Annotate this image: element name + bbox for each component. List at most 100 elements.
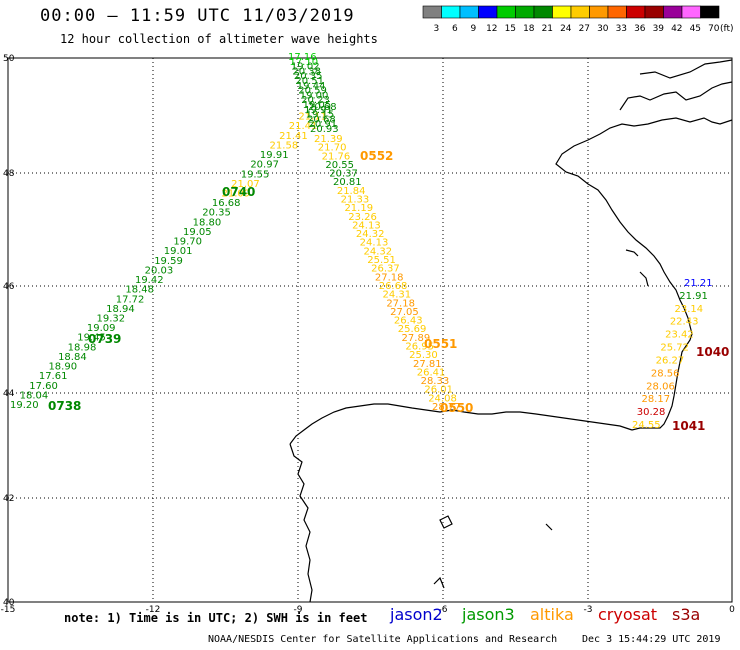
wave-height-reading: 16.68: [212, 198, 241, 209]
wave-height-reading: 17.72: [116, 294, 145, 305]
wave-height-reading: 20.68: [308, 102, 337, 113]
pass-time-label: 1040: [696, 345, 729, 359]
wave-height-reading: 22.43: [670, 317, 699, 328]
wave-height-reading: 17.16: [288, 52, 317, 63]
color-scale-label: 36: [634, 24, 646, 34]
color-scale-label: 70: [708, 24, 720, 34]
pass-time-label: 0739: [88, 332, 121, 346]
x-axis-tick-label: -6: [439, 605, 448, 615]
pass-time-label: 0551: [424, 337, 457, 351]
wave-height-reading: 23.26: [348, 212, 377, 223]
wave-height-reading: 27.05: [390, 307, 419, 318]
wave-height-reading: 26.41: [417, 367, 446, 378]
pass-time-label: 1041: [672, 419, 705, 433]
wave-height-reading: 18.80: [193, 217, 222, 228]
wave-height-reading: 20.91: [309, 119, 338, 130]
wave-height-reading: 20.37: [329, 169, 358, 180]
color-scale-label: 27: [579, 24, 590, 34]
wave-height-reading: 17.60: [29, 381, 58, 392]
wave-height-reading: 18.84: [58, 352, 87, 363]
wave-height-reading: 19.09: [87, 323, 116, 334]
color-scale-label: 15: [505, 24, 516, 34]
note-text: note: 1) Time is in UTC; 2) SWH is in fe…: [64, 611, 368, 625]
coastline-galicia-portugal: [289, 443, 313, 603]
y-axis-tick-label: 48: [3, 169, 15, 179]
y-axis-tick-label: 44: [3, 389, 15, 399]
wave-height-reading: 21.58: [270, 140, 299, 151]
wave-height-reading: 19.32: [97, 313, 126, 324]
color-scale-label: 30: [597, 24, 609, 34]
island-oleron: [639, 271, 649, 287]
wave-height-reading: 24.32: [363, 246, 392, 257]
wave-height-reading: 17.61: [39, 371, 68, 382]
satellite-legend-jason2: jason2: [390, 605, 443, 624]
satellite-legend-altika: altika: [530, 605, 574, 624]
pass-time-label: 0550: [440, 401, 473, 415]
satellite-legend-cryosat: cryosat: [598, 605, 658, 624]
wave-height-reading: 24.13: [352, 220, 381, 231]
wave-height-reading: 20.59: [298, 86, 327, 97]
wave-height-reading: 21.41: [289, 121, 318, 132]
wave-height-reading: 19.91: [260, 150, 289, 161]
wave-height-reading: 19.00: [300, 90, 329, 101]
pass-time-label: 0552: [360, 149, 393, 163]
wave-height-reading: 28.56: [651, 368, 680, 379]
wave-height-reading: 21.09: [221, 189, 250, 200]
satellite-legend-jason3: jason3: [462, 605, 515, 624]
wave-height-reading: 18.48: [125, 285, 154, 296]
color-scale-label: 45: [690, 24, 701, 34]
wave-height-reading: 27.89: [402, 333, 431, 344]
inland-lake-3: [433, 576, 445, 589]
wave-height-reading: 20.35: [202, 208, 231, 219]
wave-height-reading: 20.93: [310, 124, 339, 135]
color-scale-label: 42: [671, 24, 682, 34]
wave-height-reading: 20.81: [333, 177, 362, 188]
x-axis-tick-label: -12: [146, 605, 161, 615]
wave-height-reading: 21.39: [314, 134, 343, 145]
wave-height-reading: 24.55: [632, 420, 661, 431]
wave-height-reading: 21.91: [679, 291, 708, 302]
wave-height-reading: 21.41: [279, 131, 308, 142]
color-scale-legend: 3 6 9 12 15 18 21 24 27 30 33 36 39 42 45 70 (ft): [422, 5, 734, 34]
timestamp-text: Dec 3 15:44:29 UTC 2019: [582, 634, 721, 645]
inland-lake-2: [545, 523, 553, 531]
wave-height-reading: 26.37: [371, 264, 400, 275]
wave-height-reading: 23.14: [675, 304, 704, 315]
map-subtitle: 12 hour collection of altimeter wave hei…: [60, 32, 378, 46]
wave-height-reading: 19.44: [297, 81, 326, 92]
wave-height-reading: 21.76: [322, 151, 351, 162]
wave-height-reading: 26.68: [379, 281, 408, 292]
coastline-france: [555, 117, 733, 431]
wave-height-reading: 26.43: [394, 316, 423, 327]
wave-height-reading: 25.30: [409, 350, 438, 361]
y-axis-tick-label: 46: [3, 282, 15, 292]
wave-height-reading: 28.77: [432, 402, 461, 413]
wave-height-reading: 30.28: [637, 407, 666, 418]
coastline-spain-north: [289, 403, 633, 445]
wave-height-reading: 21.21: [684, 278, 713, 289]
y-axis-tick-label: 42: [3, 494, 14, 504]
wave-height-reading: 25.69: [398, 324, 427, 335]
wave-height-reading: 19.55: [241, 169, 270, 180]
wave-height-reading: 19.02: [291, 62, 320, 73]
wave-height-reading: 18.98: [68, 342, 97, 353]
wave-height-reading: 28.06: [646, 381, 675, 392]
wave-height-reading: 28.17: [641, 394, 670, 405]
wave-height-reading: 19.01: [164, 246, 193, 257]
coastline-england-north: [639, 59, 733, 79]
wave-height-reading: 20.51: [295, 76, 324, 87]
color-scale-label: 3: [433, 24, 439, 34]
wave-height-reading: 27.18: [375, 272, 404, 283]
wave-height-reading: 24.13: [360, 238, 389, 249]
coastline-england: [619, 81, 733, 111]
wave-height-reading: 17.10: [289, 57, 318, 68]
wave-height-reading: 24.32: [356, 229, 385, 240]
satellite-legend-s3a: s3a: [672, 605, 701, 624]
wave-height-reading: 26.95: [405, 341, 434, 352]
x-axis-tick-label: -3: [584, 605, 593, 615]
wave-height-reading: 19.91: [304, 105, 333, 116]
wave-height-reading: 21.84: [337, 186, 366, 197]
pass-time-label: 0740: [222, 185, 255, 199]
pass-time-label: 0738: [48, 399, 81, 413]
